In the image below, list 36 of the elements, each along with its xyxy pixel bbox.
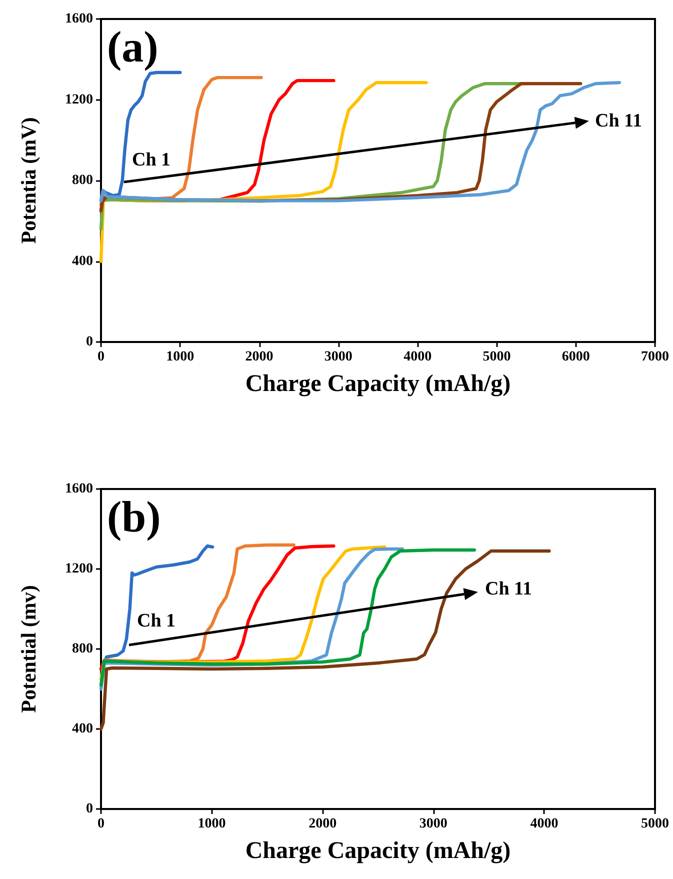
x-tick-label: 7000 <box>641 350 669 364</box>
line-series <box>99 548 476 687</box>
y-tick-label: 1200 <box>65 562 93 576</box>
x-tick-label: 4000 <box>530 816 558 832</box>
y-tick-label: 400 <box>72 722 93 736</box>
y-tick-label: 1600 <box>65 12 93 26</box>
y-axis-title: Potentia (mV) <box>16 117 40 244</box>
y-tick-label: 0 <box>86 802 93 816</box>
x-tick-label: 4000 <box>404 350 432 364</box>
annotation: Ch 1 <box>132 150 171 170</box>
annotation: Ch 11 <box>595 110 642 132</box>
x-tick-label: 3000 <box>324 350 352 364</box>
x-tick-label: 6000 <box>562 350 590 364</box>
x-tick-label: 3000 <box>419 816 448 832</box>
x-tick-label: 5000 <box>641 816 669 832</box>
y-tick-label: 1600 <box>65 482 93 496</box>
y-tick-label: 1200 <box>65 92 93 108</box>
y-tick-label: 400 <box>72 254 93 269</box>
x-tick-label: 0 <box>98 350 104 364</box>
x-axis-title: Charge Capacity (mAh/g) <box>245 371 511 397</box>
x-tick-label: 2000 <box>308 816 337 832</box>
x-tick-label: 0 <box>98 816 104 832</box>
x-tick-label: 5000 <box>482 350 511 364</box>
y-tick-label: 0 <box>86 334 93 350</box>
x-tick-label: 1000 <box>166 350 194 364</box>
annotation: (a) <box>107 22 158 72</box>
line-series <box>99 549 551 731</box>
x-axis-title: Charge Capacity (mAh/g) <box>245 838 511 864</box>
y-tick-label: 800 <box>72 173 93 188</box>
x-tick-label: 2000 <box>245 350 274 364</box>
x-tick-label: 1000 <box>198 816 226 832</box>
annotation: Ch 1 <box>137 610 176 632</box>
annotation: (b) <box>107 492 161 542</box>
y-tick-label: 800 <box>72 642 93 656</box>
y-axis-title: Potential (mv) <box>16 585 40 713</box>
annotation: Ch 11 <box>485 578 532 600</box>
